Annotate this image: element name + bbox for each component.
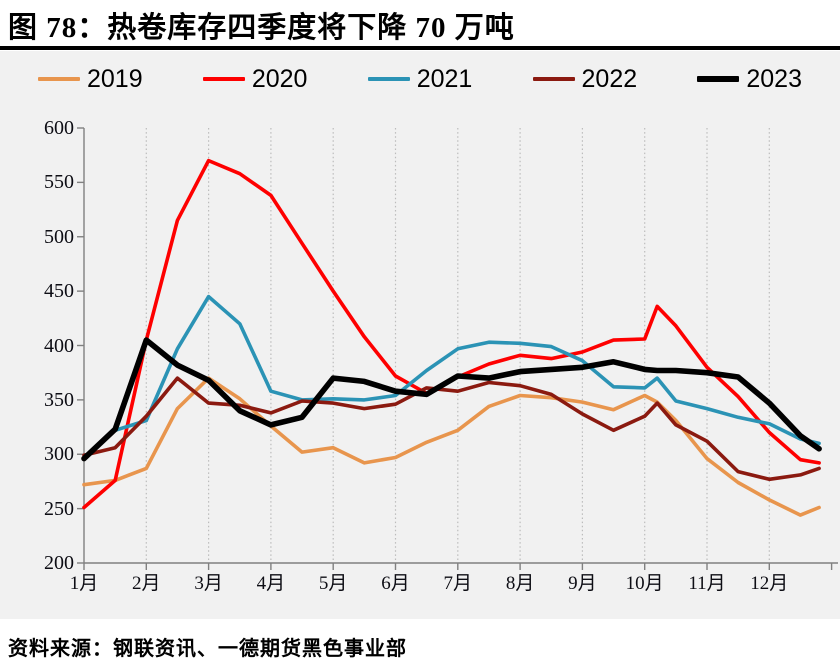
y-tick-label-450: 450 [44,280,74,303]
source-note: 资料来源：钢联资讯、一德期货黑色事业部 [8,638,407,660]
series-line-2019 [82,376,821,517]
x-tick-label-2月: 2月 [132,573,161,594]
y-tick-label-550: 550 [44,171,74,194]
legend-swatch-2023 [697,76,740,82]
y-tick-label-500: 500 [44,225,74,248]
y-tick-label-300: 300 [44,443,74,466]
legend-swatch-2021 [367,77,410,81]
x-tick-label-3月: 3月 [194,573,223,594]
x-tick-label-7月: 7月 [443,573,473,594]
legend: 2019 2020 2021 2022 2023 [0,62,840,96]
x-tick-label-4月: 4月 [256,573,286,594]
legend-label-2023: 2023 [746,64,802,93]
x-tick-label-11月: 11月 [688,573,726,594]
legend-item-2022: 2022 [532,64,638,94]
vertical-gridlines [145,128,770,563]
legend-item-2023: 2023 [697,65,802,94]
y-tick-label-200: 200 [44,552,74,574]
legend-label-2022: 2022 [581,64,638,93]
data-series-lines [81,158,822,517]
chart-panel-background [0,51,840,619]
x-tick-label-12月: 12月 [750,573,789,594]
x-tick-label-10月: 10月 [625,573,664,594]
x-tick-label-5月: 5月 [318,573,348,594]
legend-item-2021: 2021 [367,64,473,94]
chart-title: 图 78：热卷库存四季度将下降 70 万吨 [8,12,515,44]
legend-swatch-2020 [202,77,245,81]
x-tick-label-1月: 1月 [69,573,99,594]
x-tick-label-6月: 6月 [381,573,410,594]
legend-label-2019: 2019 [87,64,143,93]
y-tick-label-250: 250 [44,497,74,520]
legend-swatch-2022 [532,77,575,81]
y-tick-label-400: 400 [44,334,74,357]
series-line-2023 [81,337,822,462]
legend-item-2020: 2020 [202,64,308,94]
x-tick-label-8月: 8月 [505,573,535,594]
legend-item-2019: 2019 [38,65,143,94]
series-line-2021 [113,294,821,446]
series-line-2022 [82,376,821,482]
legend-label-2021: 2021 [416,64,473,93]
y-tick-label-350: 350 [44,388,74,411]
y-tick-label-600: 600 [44,117,74,139]
axes [77,127,838,570]
x-tick-label-9月: 9月 [568,573,597,594]
title-underline [0,46,840,50]
legend-label-2020: 2020 [251,64,308,93]
legend-swatch-2019 [38,77,80,81]
series-line-2020 [82,158,821,510]
